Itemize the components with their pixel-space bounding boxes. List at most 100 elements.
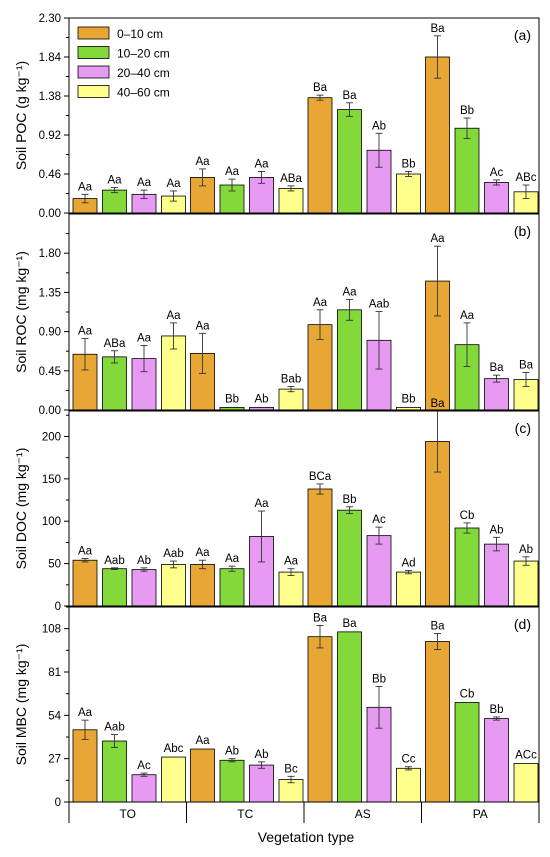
significance-label: Cc <box>401 754 415 766</box>
chart-panel: 0.00 0.45 0.90 1.35 1.80 Soil ROC (mg kg⁻¹) (b… <box>13 213 540 417</box>
significance-label: Ab <box>519 544 533 556</box>
panel-label: (c) <box>515 420 531 436</box>
y-axis-label: Soil ROC (mg kg⁻¹) <box>13 251 29 373</box>
significance-label: Aa <box>254 158 269 170</box>
y-tick-label: 200 <box>42 431 61 443</box>
legend-label: 40–60 cm <box>117 86 170 100</box>
bar <box>513 560 539 607</box>
significance-label: Ab <box>372 120 386 132</box>
bar <box>190 564 215 607</box>
legend-label: 0–10 cm <box>117 27 163 41</box>
bar <box>102 740 127 803</box>
bar <box>278 188 304 214</box>
significance-label: Ab <box>254 749 268 761</box>
significance-label: Ac <box>490 167 504 179</box>
bar <box>396 767 421 803</box>
bar <box>161 756 186 803</box>
bar <box>337 631 362 803</box>
y-tick-label: 0.92 <box>39 130 61 142</box>
legend-swatch <box>77 46 110 59</box>
y-tick-label: 54 <box>48 710 61 722</box>
significance-label: Aa <box>107 175 122 187</box>
significance-label: Ba <box>430 23 445 35</box>
significance-label: Aa <box>225 166 240 178</box>
significance-label: Abc <box>164 743 184 755</box>
significance-label: ACc <box>515 749 537 761</box>
significance-label: Ba <box>430 620 445 632</box>
significance-label: Bb <box>372 673 386 685</box>
significance-label: Bb <box>460 105 474 117</box>
significance-label: Aa <box>460 310 475 322</box>
significance-label: ABa <box>280 173 302 185</box>
significance-label: Aa <box>195 156 210 168</box>
y-tick-label: 1.80 <box>39 248 61 260</box>
bar <box>249 764 274 803</box>
significance-label: Bc <box>284 763 298 775</box>
bar <box>337 509 362 607</box>
panels: 0.00 0.46 0.92 1.38 1.84 2.30 Soil POC (g kg⁻¹… <box>13 13 540 809</box>
bar <box>307 488 333 607</box>
significance-label: Aab <box>369 299 389 311</box>
significance-label: Ba <box>313 612 328 624</box>
significance-label: Aa <box>166 178 181 190</box>
significance-label: Ba <box>489 362 504 374</box>
bar <box>513 763 539 803</box>
category-label: TC <box>237 807 253 821</box>
significance-label: ABc <box>515 172 536 184</box>
bar <box>72 729 98 803</box>
significance-label: Bb <box>225 393 239 405</box>
significance-label: Aa <box>78 707 93 719</box>
significance-label: Aa <box>342 286 357 298</box>
significance-label: Aa <box>195 735 210 747</box>
significance-label: Ad <box>401 557 415 569</box>
panel-label: (b) <box>514 223 531 239</box>
significance-label: Aa <box>284 556 299 568</box>
y-tick-label: 1.84 <box>39 52 62 64</box>
legend-swatch <box>77 65 110 79</box>
legend: 0–10 cm 10–20 cm 20–40 cm 40–60 cm <box>77 26 170 100</box>
panel-label: (a) <box>514 27 531 43</box>
significance-label: Cb <box>460 688 475 700</box>
category-label: PA <box>473 807 488 821</box>
panel-frame <box>68 17 540 214</box>
legend-label: 10–20 cm <box>117 47 170 61</box>
significance-label: Aab <box>104 722 124 734</box>
y-tick-label: 100 <box>42 516 61 528</box>
significance-label: Aa <box>78 181 93 193</box>
bar <box>484 718 509 803</box>
bar <box>102 356 127 411</box>
bar <box>454 702 480 803</box>
bar <box>131 774 157 803</box>
significance-label: BCa <box>309 471 332 483</box>
y-axis-label: Soil MBC (mg kg⁻¹) <box>13 644 29 766</box>
significance-label: Aa <box>166 310 181 322</box>
significance-label: Bb <box>342 494 356 506</box>
y-tick-label: 0 <box>55 797 61 809</box>
chart-panel: 0 27 54 81 108 Soil MBC (mg kg⁻¹) (d) Aa Aa Ba Ba A… <box>13 606 540 809</box>
significance-label: Ba <box>342 618 357 630</box>
category-label: AS <box>355 807 371 821</box>
significance-label: Ab <box>137 555 151 567</box>
y-axis-label: Soil DOC (mg kg⁻¹) <box>13 448 29 570</box>
bar <box>219 759 245 803</box>
significance-label: Aa <box>254 498 269 510</box>
significance-label: Ba <box>519 360 534 372</box>
significance-label: Ba <box>430 398 445 410</box>
significance-label: Bb <box>401 158 415 170</box>
significance-label: Aa <box>195 547 210 559</box>
bar <box>72 559 98 607</box>
bar <box>102 189 127 214</box>
significance-label: Ba <box>342 90 357 102</box>
bar <box>425 56 450 214</box>
bar <box>307 97 333 214</box>
y-tick-label: 81 <box>48 667 61 679</box>
x-axis-label: Vegetation type <box>258 829 355 845</box>
y-tick-label: 0 <box>55 601 61 613</box>
y-tick-label: 1.38 <box>39 91 61 103</box>
chart-panel: 0 50 100 150 200 Soil DOC (mg kg⁻¹) (c) Aa Aa BCa… <box>13 398 540 613</box>
bar <box>307 636 333 803</box>
significance-label: Aa <box>313 297 328 309</box>
y-tick-label: 2.30 <box>39 13 61 25</box>
significance-label: Bb <box>401 393 415 405</box>
legend-swatch <box>77 85 110 98</box>
